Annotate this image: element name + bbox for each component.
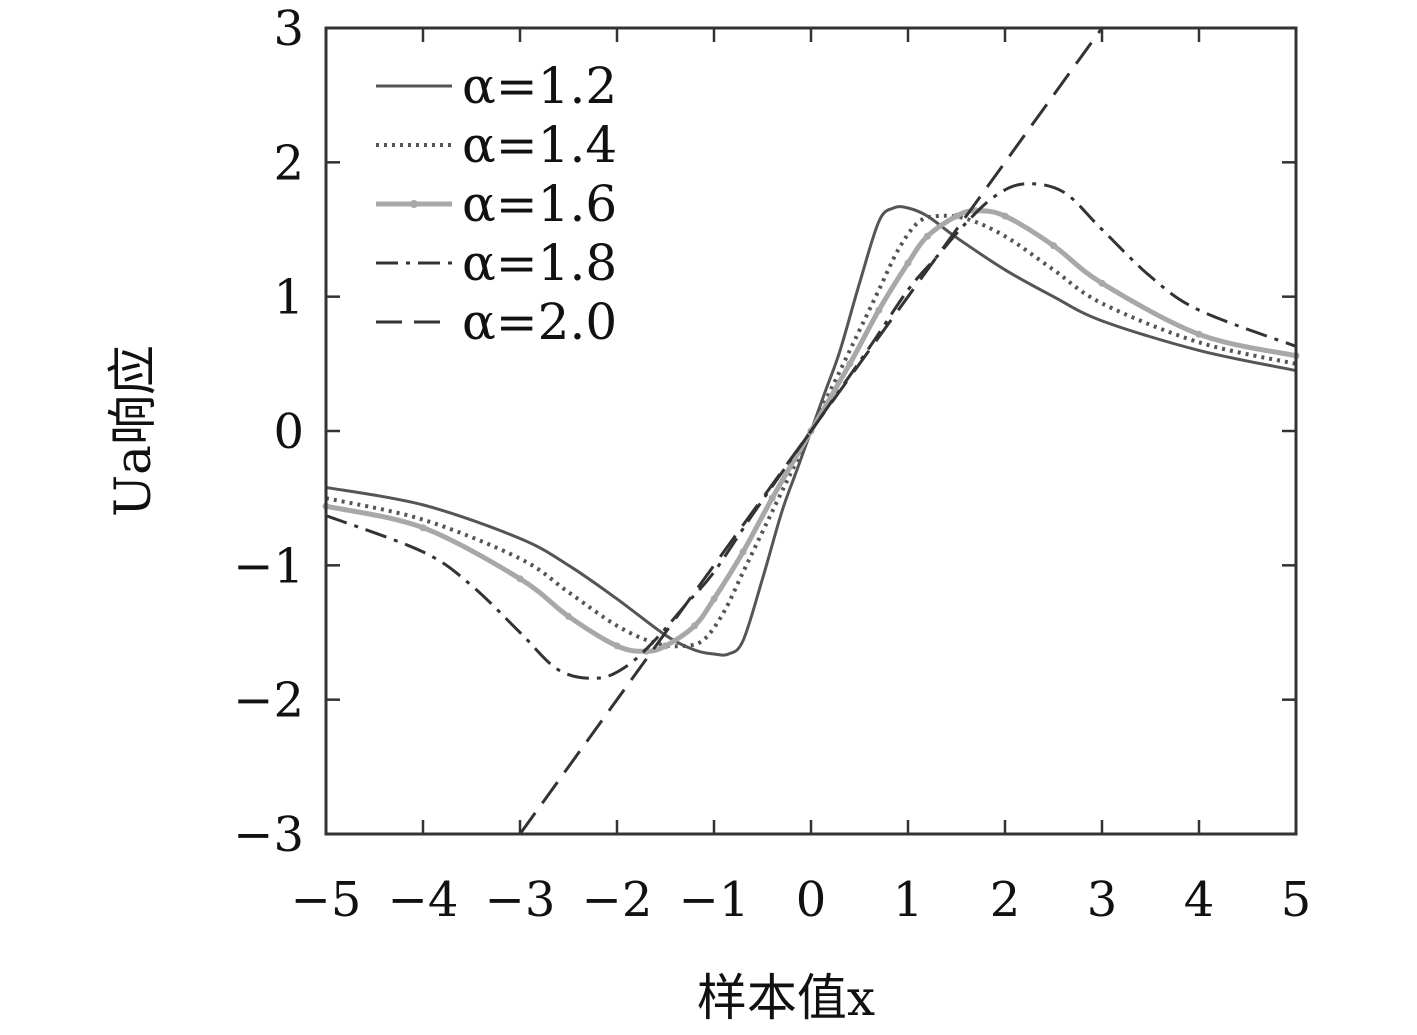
series-point [1050, 242, 1057, 250]
y-tick-label: −2 [233, 673, 304, 729]
series-point [904, 259, 912, 267]
series-point [419, 524, 427, 532]
y-tick-label: 1 [273, 270, 304, 326]
x-axis-title: 样本值x [697, 969, 875, 1027]
series-point [565, 612, 572, 620]
y-tick-label: 0 [273, 404, 304, 460]
series-point [613, 642, 621, 650]
y-tick-label: −3 [233, 807, 304, 863]
legend: α=1.2α=1.4α=1.6α=1.8α=2.0 [376, 57, 617, 351]
x-tick-label: 5 [1281, 872, 1312, 928]
x-tick-label: 1 [893, 872, 924, 928]
x-tick-label: −5 [291, 872, 362, 928]
x-tick-label: 4 [1184, 872, 1215, 928]
y-tick-label: 2 [273, 135, 304, 191]
series-point [923, 232, 931, 240]
x-tick-label: 3 [1087, 872, 1118, 928]
series-point [691, 622, 699, 630]
series-point [710, 595, 718, 603]
series-point [739, 548, 747, 556]
x-tick-label: −2 [582, 872, 653, 928]
legend-label-1: α=1.2 [462, 57, 617, 115]
y-tick-label: −1 [233, 538, 304, 594]
series-point [1098, 279, 1106, 287]
x-tick-label: −4 [388, 872, 459, 928]
legend-label-4: α=1.8 [462, 234, 617, 292]
series-point [953, 212, 960, 220]
series-point [662, 642, 669, 650]
series-line-5 [518, 27, 1104, 835]
series-point [1195, 330, 1203, 338]
legend-label-2: α=1.4 [462, 116, 617, 174]
y-tick-label: 3 [273, 1, 304, 57]
series-point [1001, 212, 1009, 220]
legend-label-3: α=1.6 [462, 175, 617, 233]
x-tick-label: 0 [796, 872, 827, 928]
x-tick-label: −3 [485, 872, 556, 928]
series-point [846, 360, 854, 368]
series-point [875, 306, 883, 314]
axis-ticks [324, 26, 1298, 836]
series-point [768, 494, 776, 502]
y-axis-title: Ua响应 [104, 345, 162, 517]
series-line-4 [325, 182, 1297, 680]
legend-swatch-marker [410, 200, 418, 208]
series-point [516, 575, 524, 583]
tick-labels: −5 −4 −3 −2 −1 0 1 2 3 4 5 −3 −2 −1 0 1 2 3 [233, 1, 1311, 928]
x-tick-label: 2 [990, 872, 1021, 928]
plot-marks [322, 27, 1300, 835]
x-tick-label: −1 [679, 872, 750, 928]
legend-label-5: α=2.0 [462, 293, 617, 351]
